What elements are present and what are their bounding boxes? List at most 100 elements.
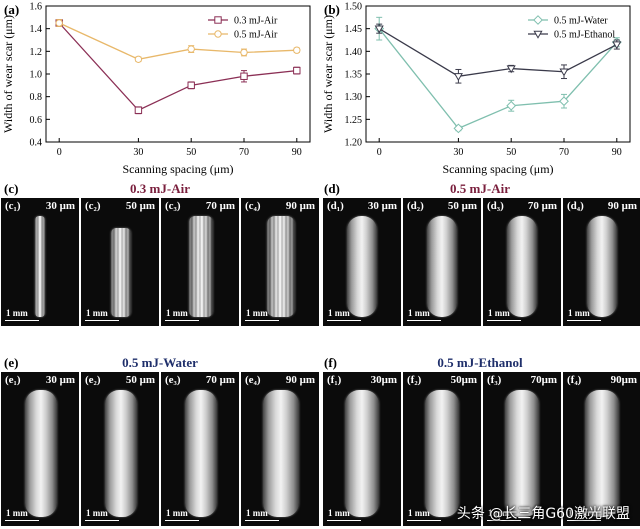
data-point	[240, 48, 248, 57]
wear-track	[105, 390, 137, 517]
x-tick-label: 50	[506, 147, 516, 158]
spacing-label: 50 μm	[125, 374, 155, 386]
data-point	[293, 66, 301, 75]
y-tick-label: 1.35	[345, 70, 363, 81]
panel-label: (c)	[4, 181, 19, 196]
spacing-label: 90 μm	[607, 200, 637, 212]
scale-label: 1 mm	[6, 308, 28, 318]
wear-track	[25, 390, 57, 517]
spacing-label: 30 μm	[45, 374, 75, 386]
panel-label: (e)	[4, 355, 19, 370]
scale-label: 1 mm	[246, 508, 268, 518]
spacing-label: 70μm	[530, 374, 557, 386]
scale-bar	[165, 519, 199, 521]
micrograph-e1: (e₁) 30 μm 1 mm	[1, 372, 79, 526]
legend-label: 0.5 mJ-Ethanol	[554, 30, 615, 41]
micrograph-c4: (c₄) 90 μm 1 mm	[241, 198, 319, 326]
scale-bar	[327, 519, 361, 521]
panel-label: (a)	[4, 2, 20, 17]
scale-label: 1 mm	[166, 308, 188, 318]
y-tick-label: 1.40	[345, 47, 363, 58]
scale-label: 1 mm	[6, 508, 28, 518]
data-point	[55, 19, 63, 27]
group-title: 0.5 mJ-Water	[122, 355, 198, 370]
wear-track	[585, 390, 619, 517]
y-tick-label: 0.4	[30, 138, 43, 149]
chart-a: (a) 0.4 0.6 0.8 1.0 1.2 1.4 1.6 0 30 50 70 90 Scanni…	[0, 0, 320, 178]
wear-track	[111, 228, 131, 317]
data-point	[134, 106, 143, 114]
x-axis-label: Scanning spacing (μm)	[122, 162, 233, 176]
y-tick-label: 1.20	[345, 138, 363, 149]
spacing-label: 50 μm	[447, 200, 477, 212]
scale-bar	[487, 319, 521, 321]
scale-bar	[567, 319, 601, 321]
series-line	[58, 22, 297, 60]
group-title: 0.3 mJ-Air	[130, 181, 190, 196]
x-tick-label: 70	[239, 147, 249, 158]
panel-label: (b)	[324, 2, 340, 17]
data-point	[506, 65, 516, 74]
x-tick-label: 0	[377, 147, 382, 158]
y-tick-label: 1.30	[345, 92, 363, 103]
wear-track	[425, 390, 459, 517]
micrograph-c1: (c₁) 30 μm 1 mm	[1, 198, 79, 326]
wear-track	[185, 390, 217, 517]
y-tick-label: 1.50	[345, 2, 363, 13]
wear-track	[35, 216, 45, 317]
subpanel-label: (c₄)	[245, 200, 261, 212]
micrograph-e3: (e₃) 70 μm 1 mm	[161, 372, 239, 526]
y-tick-label: 1.0	[30, 70, 43, 81]
y-tick-label: 1.45	[345, 24, 363, 35]
spacing-label: 90 μm	[285, 200, 315, 212]
spacing-label: 30 μm	[367, 200, 397, 212]
micrograph-e2: (e₂) 50 μm 1 mm	[81, 372, 159, 526]
scale-label: 1 mm	[568, 308, 590, 318]
chart-a-svg: 0.4 0.6 0.8 1.0 1.2 1.4 1.6 0 30 50 70 90 Scanning s…	[1, 2, 311, 176]
y-tick-label: 1.6	[30, 2, 43, 13]
micrograph-f2: (f₂) 50μm 1 mm	[403, 372, 481, 526]
wear-track	[505, 390, 539, 517]
wear-track	[347, 216, 377, 317]
data-point	[134, 55, 143, 63]
wear-track	[507, 216, 537, 317]
micrograph-d4: (d₄) 90 μm 1 mm	[563, 198, 640, 326]
subpanel-label: (d₁)	[327, 200, 344, 212]
legend-marker	[533, 30, 543, 39]
subpanel-label: (e₄)	[245, 374, 261, 386]
y-tick-label: 0.6	[30, 115, 43, 126]
legend-label: 0.3 mJ-Air	[234, 16, 278, 27]
panel-label: (d)	[324, 181, 340, 196]
group-title: 0.5 mJ-Ethanol	[437, 355, 523, 370]
spacing-label: 50μm	[450, 374, 477, 386]
subpanel-label: (f₃)	[487, 374, 502, 386]
micrograph-c2: (c₂) 50 μm 1 mm	[81, 198, 159, 326]
x-tick-label: 90	[612, 147, 622, 158]
wear-track	[189, 216, 213, 317]
spacing-label: 90μm	[610, 374, 637, 386]
y-axis-label: Width of wear scar (μm)	[1, 15, 15, 133]
y-axis-label: Width of wear scar (μm)	[321, 15, 335, 133]
chart-b-svg: 1.20 1.25 1.30 1.35 1.40 1.45 1.50 0 30 50 70 90 Sca…	[321, 2, 631, 176]
micrograph-f1: (f₁) 30μm 1 mm	[323, 372, 401, 526]
wear-track	[345, 390, 379, 517]
data-point	[453, 73, 463, 81]
scale-bar	[5, 319, 39, 321]
spacing-label: 30μm	[370, 374, 397, 386]
scale-bar	[487, 519, 521, 521]
panel-label: (f)	[324, 355, 337, 370]
subpanel-label: (f₁)	[327, 374, 342, 386]
x-tick-label: 30	[133, 147, 143, 158]
y-tick-label: 1.4	[30, 24, 43, 35]
x-axis-label: Scanning spacing (μm)	[442, 162, 553, 176]
series-1: 0.5 mJ-Ethanol	[374, 23, 622, 84]
micrograph-d2: (d₂) 50 μm 1 mm	[403, 198, 481, 326]
x-tick-label: 50	[186, 147, 196, 158]
chart-b: (b) 1.20 1.25 1.30 1.35 1.40 1.45 1.50 0 30 50 70 9…	[320, 0, 640, 178]
subpanel-label: (c₂)	[85, 200, 101, 212]
scale-bar	[407, 519, 441, 521]
wear-track	[427, 216, 457, 317]
y-tick-label: 1.25	[345, 115, 363, 126]
scale-label: 1 mm	[488, 508, 510, 518]
scale-bar	[165, 319, 199, 321]
